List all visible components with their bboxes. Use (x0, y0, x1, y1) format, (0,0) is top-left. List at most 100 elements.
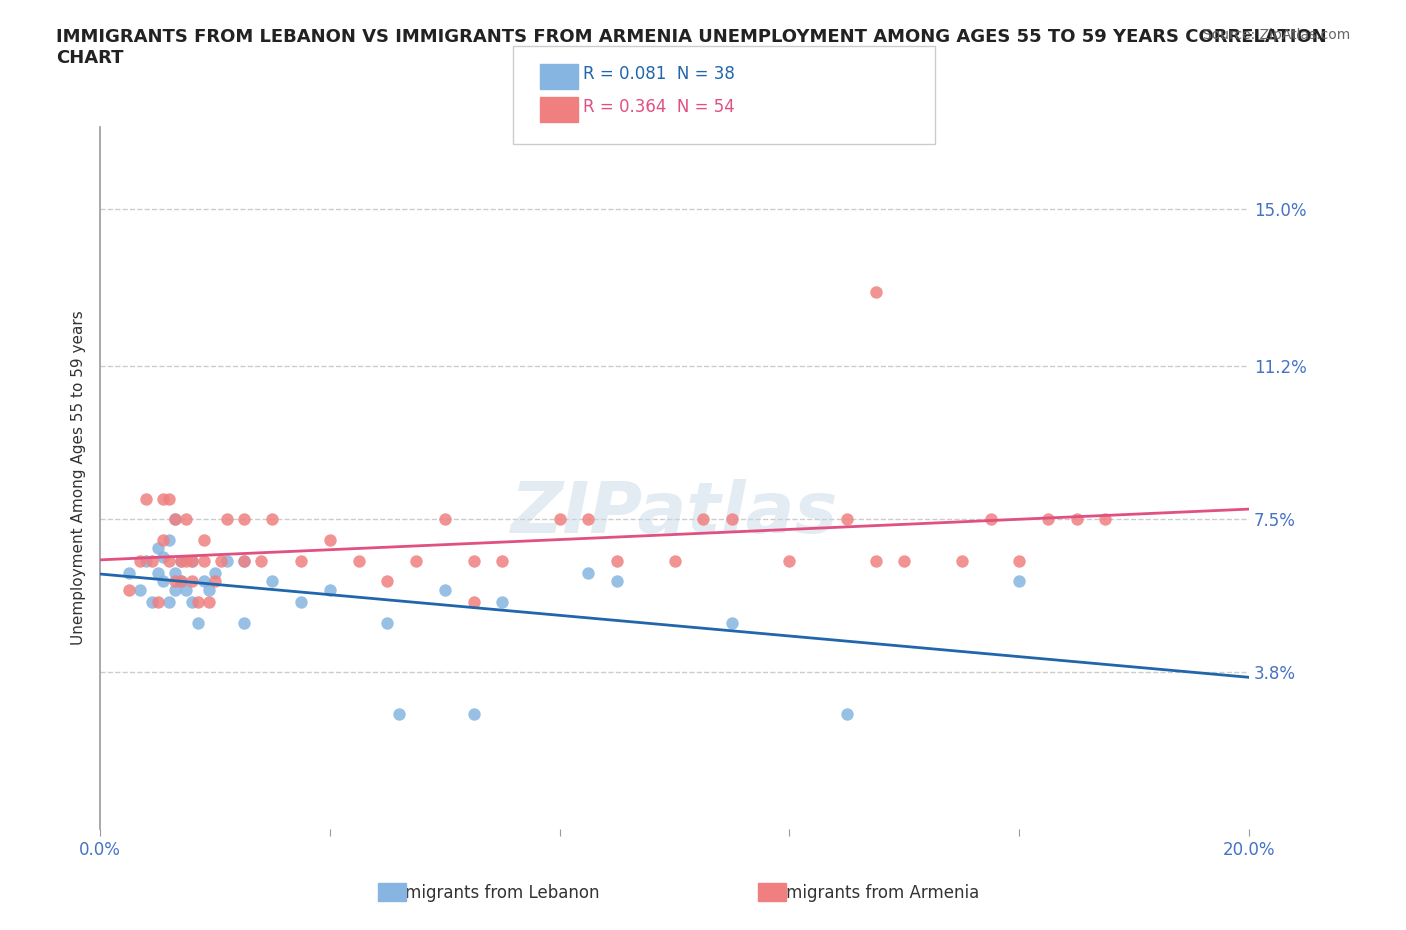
Point (664, 553, 686, 568)
Point (778, 553, 800, 568)
Point (198, 594, 221, 609)
Point (262, 512, 284, 526)
Text: R = 0.081  N = 38: R = 0.081 N = 38 (583, 65, 735, 84)
Point (319, 582, 342, 597)
Point (198, 582, 221, 597)
Point (721, 512, 744, 526)
Point (163, 565, 186, 580)
Point (290, 553, 312, 568)
Point (181, 574, 204, 589)
Point (388, 706, 411, 721)
Point (377, 616, 399, 631)
Point (204, 565, 226, 580)
Point (1008, 574, 1031, 589)
Point (129, 582, 152, 597)
Point (209, 553, 232, 568)
Point (163, 512, 186, 526)
Point (215, 512, 238, 526)
Point (347, 553, 370, 568)
Point (463, 706, 485, 721)
Point (262, 574, 284, 589)
Text: Source: ZipAtlas.com: Source: ZipAtlas.com (1202, 28, 1350, 42)
Point (181, 594, 204, 609)
Point (463, 594, 485, 609)
Point (606, 553, 628, 568)
Point (319, 533, 342, 548)
Text: IMMIGRANTS FROM LEBANON VS IMMIGRANTS FROM ARMENIA UNEMPLOYMENT AMONG AGES 55 TO: IMMIGRANTS FROM LEBANON VS IMMIGRANTS FR… (56, 28, 1327, 67)
Point (193, 533, 215, 548)
Point (152, 491, 174, 506)
Point (377, 574, 399, 589)
Point (835, 706, 858, 721)
Point (157, 491, 180, 506)
Point (463, 553, 485, 568)
Text: Immigrants from Lebanon: Immigrants from Lebanon (384, 884, 600, 902)
Point (146, 565, 169, 580)
Point (1094, 512, 1116, 526)
Point (232, 553, 254, 568)
Point (157, 533, 180, 548)
Point (606, 574, 628, 589)
Point (893, 553, 915, 568)
Point (157, 553, 180, 568)
Point (865, 285, 887, 299)
Point (152, 574, 174, 589)
Point (1066, 512, 1088, 526)
Point (152, 533, 174, 548)
Point (176, 582, 198, 597)
Point (250, 553, 273, 568)
Point (176, 512, 198, 526)
Point (204, 574, 226, 589)
Point (232, 512, 254, 526)
Point (141, 594, 163, 609)
Point (232, 616, 254, 631)
Point (129, 553, 152, 568)
Point (578, 565, 600, 580)
Point (152, 549, 174, 564)
Point (118, 582, 141, 597)
Point (232, 553, 254, 568)
Point (169, 553, 191, 568)
Text: Immigrants from Armenia: Immigrants from Armenia (765, 884, 979, 902)
Point (405, 553, 427, 568)
Point (163, 582, 186, 597)
Point (135, 553, 157, 568)
Point (118, 565, 141, 580)
Point (1008, 553, 1031, 568)
Point (433, 512, 456, 526)
Point (187, 594, 209, 609)
Point (157, 594, 180, 609)
Point (491, 553, 513, 568)
Point (491, 594, 513, 609)
Point (193, 574, 215, 589)
Point (135, 491, 157, 506)
Point (433, 582, 456, 597)
Text: ZIPatlas: ZIPatlas (510, 479, 838, 548)
Point (169, 574, 191, 589)
Point (721, 616, 744, 631)
Point (692, 512, 714, 526)
Point (979, 512, 1001, 526)
Point (1036, 512, 1059, 526)
Point (215, 553, 238, 568)
Point (181, 553, 204, 568)
Point (950, 553, 973, 568)
Point (835, 512, 858, 526)
Point (193, 553, 215, 568)
Point (141, 553, 163, 568)
Point (176, 553, 198, 568)
Point (548, 512, 571, 526)
Y-axis label: Unemployment Among Ages 55 to 59 years: Unemployment Among Ages 55 to 59 years (72, 311, 86, 645)
Text: R = 0.364  N = 54: R = 0.364 N = 54 (583, 98, 735, 116)
Point (146, 594, 169, 609)
Point (187, 616, 209, 631)
Point (181, 553, 204, 568)
Point (290, 594, 312, 609)
Point (163, 512, 186, 526)
Point (865, 553, 887, 568)
Point (169, 574, 191, 589)
Point (146, 541, 169, 556)
Point (169, 553, 191, 568)
Point (578, 512, 600, 526)
Point (163, 574, 186, 589)
